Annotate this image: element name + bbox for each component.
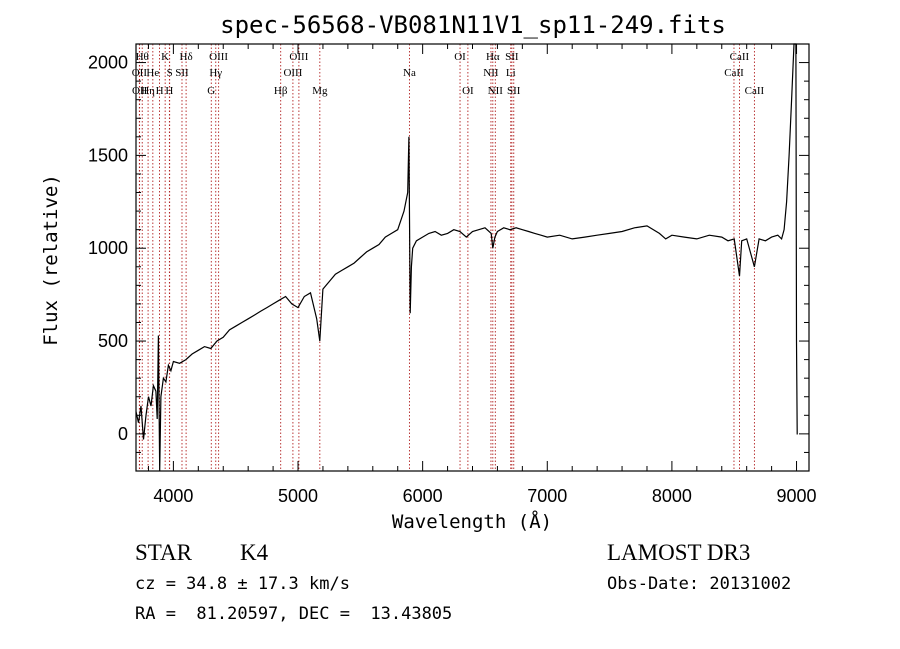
survey-name: LAMOST DR3 xyxy=(607,540,751,565)
y-tick-label: 1500 xyxy=(88,145,128,165)
x-tick-label: 7000 xyxy=(527,486,567,506)
line-marker-label: Hθ xyxy=(136,51,149,63)
line-marker-label: H xyxy=(156,85,164,97)
line-marker-label: OII xyxy=(132,67,148,79)
line-marker-label: K xyxy=(161,51,169,63)
line-marker-label: Hα xyxy=(486,51,500,63)
redshift-readout: cz = 34.8 ± 17.3 km/s xyxy=(135,574,350,594)
spectrum-line xyxy=(135,43,798,472)
coordinates: RA = 81.20597, DEC = 13.43805 xyxy=(135,604,453,624)
line-marker-label: H xyxy=(165,85,173,97)
line-marker-label: G xyxy=(207,85,215,97)
y-tick-label: 1000 xyxy=(88,238,128,258)
line-marker-label: Hγ xyxy=(209,67,222,79)
obs-date: Obs-Date: 20131002 xyxy=(607,574,792,594)
line-marker-label: CaII xyxy=(724,67,744,79)
line-marker-label: SII xyxy=(507,85,521,97)
line-marker-label: Hβ xyxy=(274,85,288,97)
line-markers xyxy=(138,44,755,471)
line-marker-label: He xyxy=(146,67,159,79)
x-tick-label: 9000 xyxy=(777,486,817,506)
line-marker-label: OIII xyxy=(289,51,308,63)
y-tick-label: 500 xyxy=(98,331,128,351)
plot-frame xyxy=(135,43,810,472)
line-marker-label: SII xyxy=(175,67,189,79)
x-tick-label: 6000 xyxy=(403,486,443,506)
line-marker-label: CaII xyxy=(745,85,765,97)
x-tick-label: 4000 xyxy=(153,486,193,506)
line-marker-label: NII xyxy=(488,85,504,97)
line-marker-label: Li xyxy=(506,67,516,79)
line-marker-label: Mg xyxy=(312,85,328,97)
line-marker-label: Hη xyxy=(141,85,155,97)
line-marker-label: S xyxy=(167,67,173,79)
line-marker-label: OIII xyxy=(283,67,302,79)
line-marker-label: CaII xyxy=(730,51,750,63)
y-axis-label: Flux (relative) xyxy=(40,174,62,346)
y-tick-label: 2000 xyxy=(88,53,128,73)
x-tick-label: 8000 xyxy=(652,486,692,506)
x-axis-label: Wavelength (Å) xyxy=(392,510,552,533)
object-class: STAR xyxy=(135,540,192,565)
line-marker-label: Na xyxy=(403,67,416,79)
y-axis: 0 500 1000 1500 2000 xyxy=(88,43,809,453)
line-marker-label: OI xyxy=(462,85,474,97)
line-marker-label: OIII xyxy=(209,51,228,63)
object-subclass: K4 xyxy=(240,540,269,565)
x-axis: 4000 5000 6000 7000 8000 9000 xyxy=(147,44,817,506)
line-marker-label: NII xyxy=(483,67,499,79)
line-marker-label: SII xyxy=(505,51,519,63)
line-marker-label: OI xyxy=(454,51,466,63)
x-tick-label: 5000 xyxy=(278,486,318,506)
y-tick-label: 0 xyxy=(118,424,128,444)
chart-title: spec-56568-VB081N11V1_sp11-249.fits xyxy=(220,11,726,39)
line-marker-label: Hδ xyxy=(180,51,193,63)
